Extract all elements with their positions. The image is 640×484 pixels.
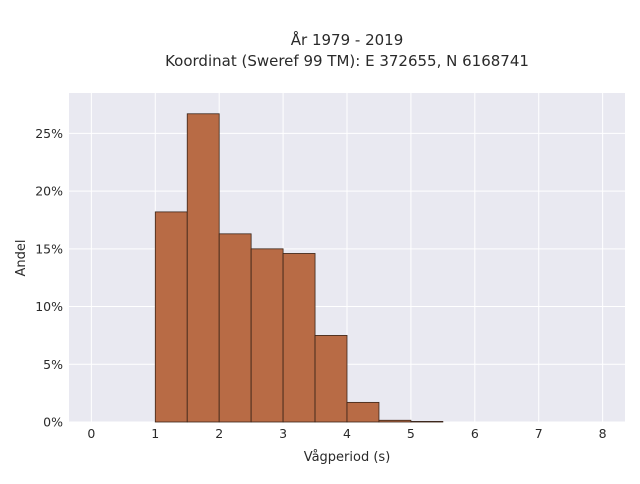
- y-tick-label: 5%: [43, 357, 63, 372]
- histogram-bar: [218, 233, 252, 423]
- y-tick-label: 0%: [43, 415, 63, 430]
- x-tick-label: 6: [471, 426, 479, 441]
- y-tick-label: 20%: [35, 184, 63, 199]
- x-tick-label: 8: [599, 426, 607, 441]
- x-tick-label: 4: [343, 426, 351, 441]
- x-tick-label: 3: [279, 426, 287, 441]
- histogram-bar: [186, 113, 220, 423]
- x-axis-label: Vågperiod (s): [304, 450, 391, 465]
- histogram-bar: [250, 248, 284, 423]
- chart-title-line-1: År 1979 - 2019: [291, 30, 404, 49]
- histogram-bar: [282, 253, 316, 423]
- chart-title: År 1979 - 2019 Koordinat (Sweref 99 TM):…: [165, 30, 529, 70]
- x-tick-label: 0: [87, 426, 95, 441]
- y-tick-label: 15%: [35, 241, 63, 256]
- chart-title-line-2: Koordinat (Sweref 99 TM): E 372655, N 61…: [165, 52, 529, 70]
- histogram-bar: [154, 211, 188, 423]
- x-axis-ticks: 0 1 2 3 4 5 6 7 8: [87, 426, 606, 441]
- x-tick-label: 7: [535, 426, 543, 441]
- histogram-bar: [314, 335, 348, 423]
- bars: [154, 113, 444, 423]
- x-tick-label: 5: [407, 426, 415, 441]
- y-tick-label: 25%: [35, 126, 63, 141]
- x-tick-label: 2: [215, 426, 223, 441]
- x-tick-label: 1: [151, 426, 159, 441]
- histogram-bar: [346, 401, 380, 423]
- y-axis-ticks: 0% 5% 10% 15% 20% 25%: [35, 126, 63, 430]
- histogram-bar: [378, 419, 412, 423]
- histogram-bar: [410, 421, 444, 423]
- y-axis-label: Andel: [14, 240, 29, 277]
- y-tick-label: 10%: [35, 299, 63, 314]
